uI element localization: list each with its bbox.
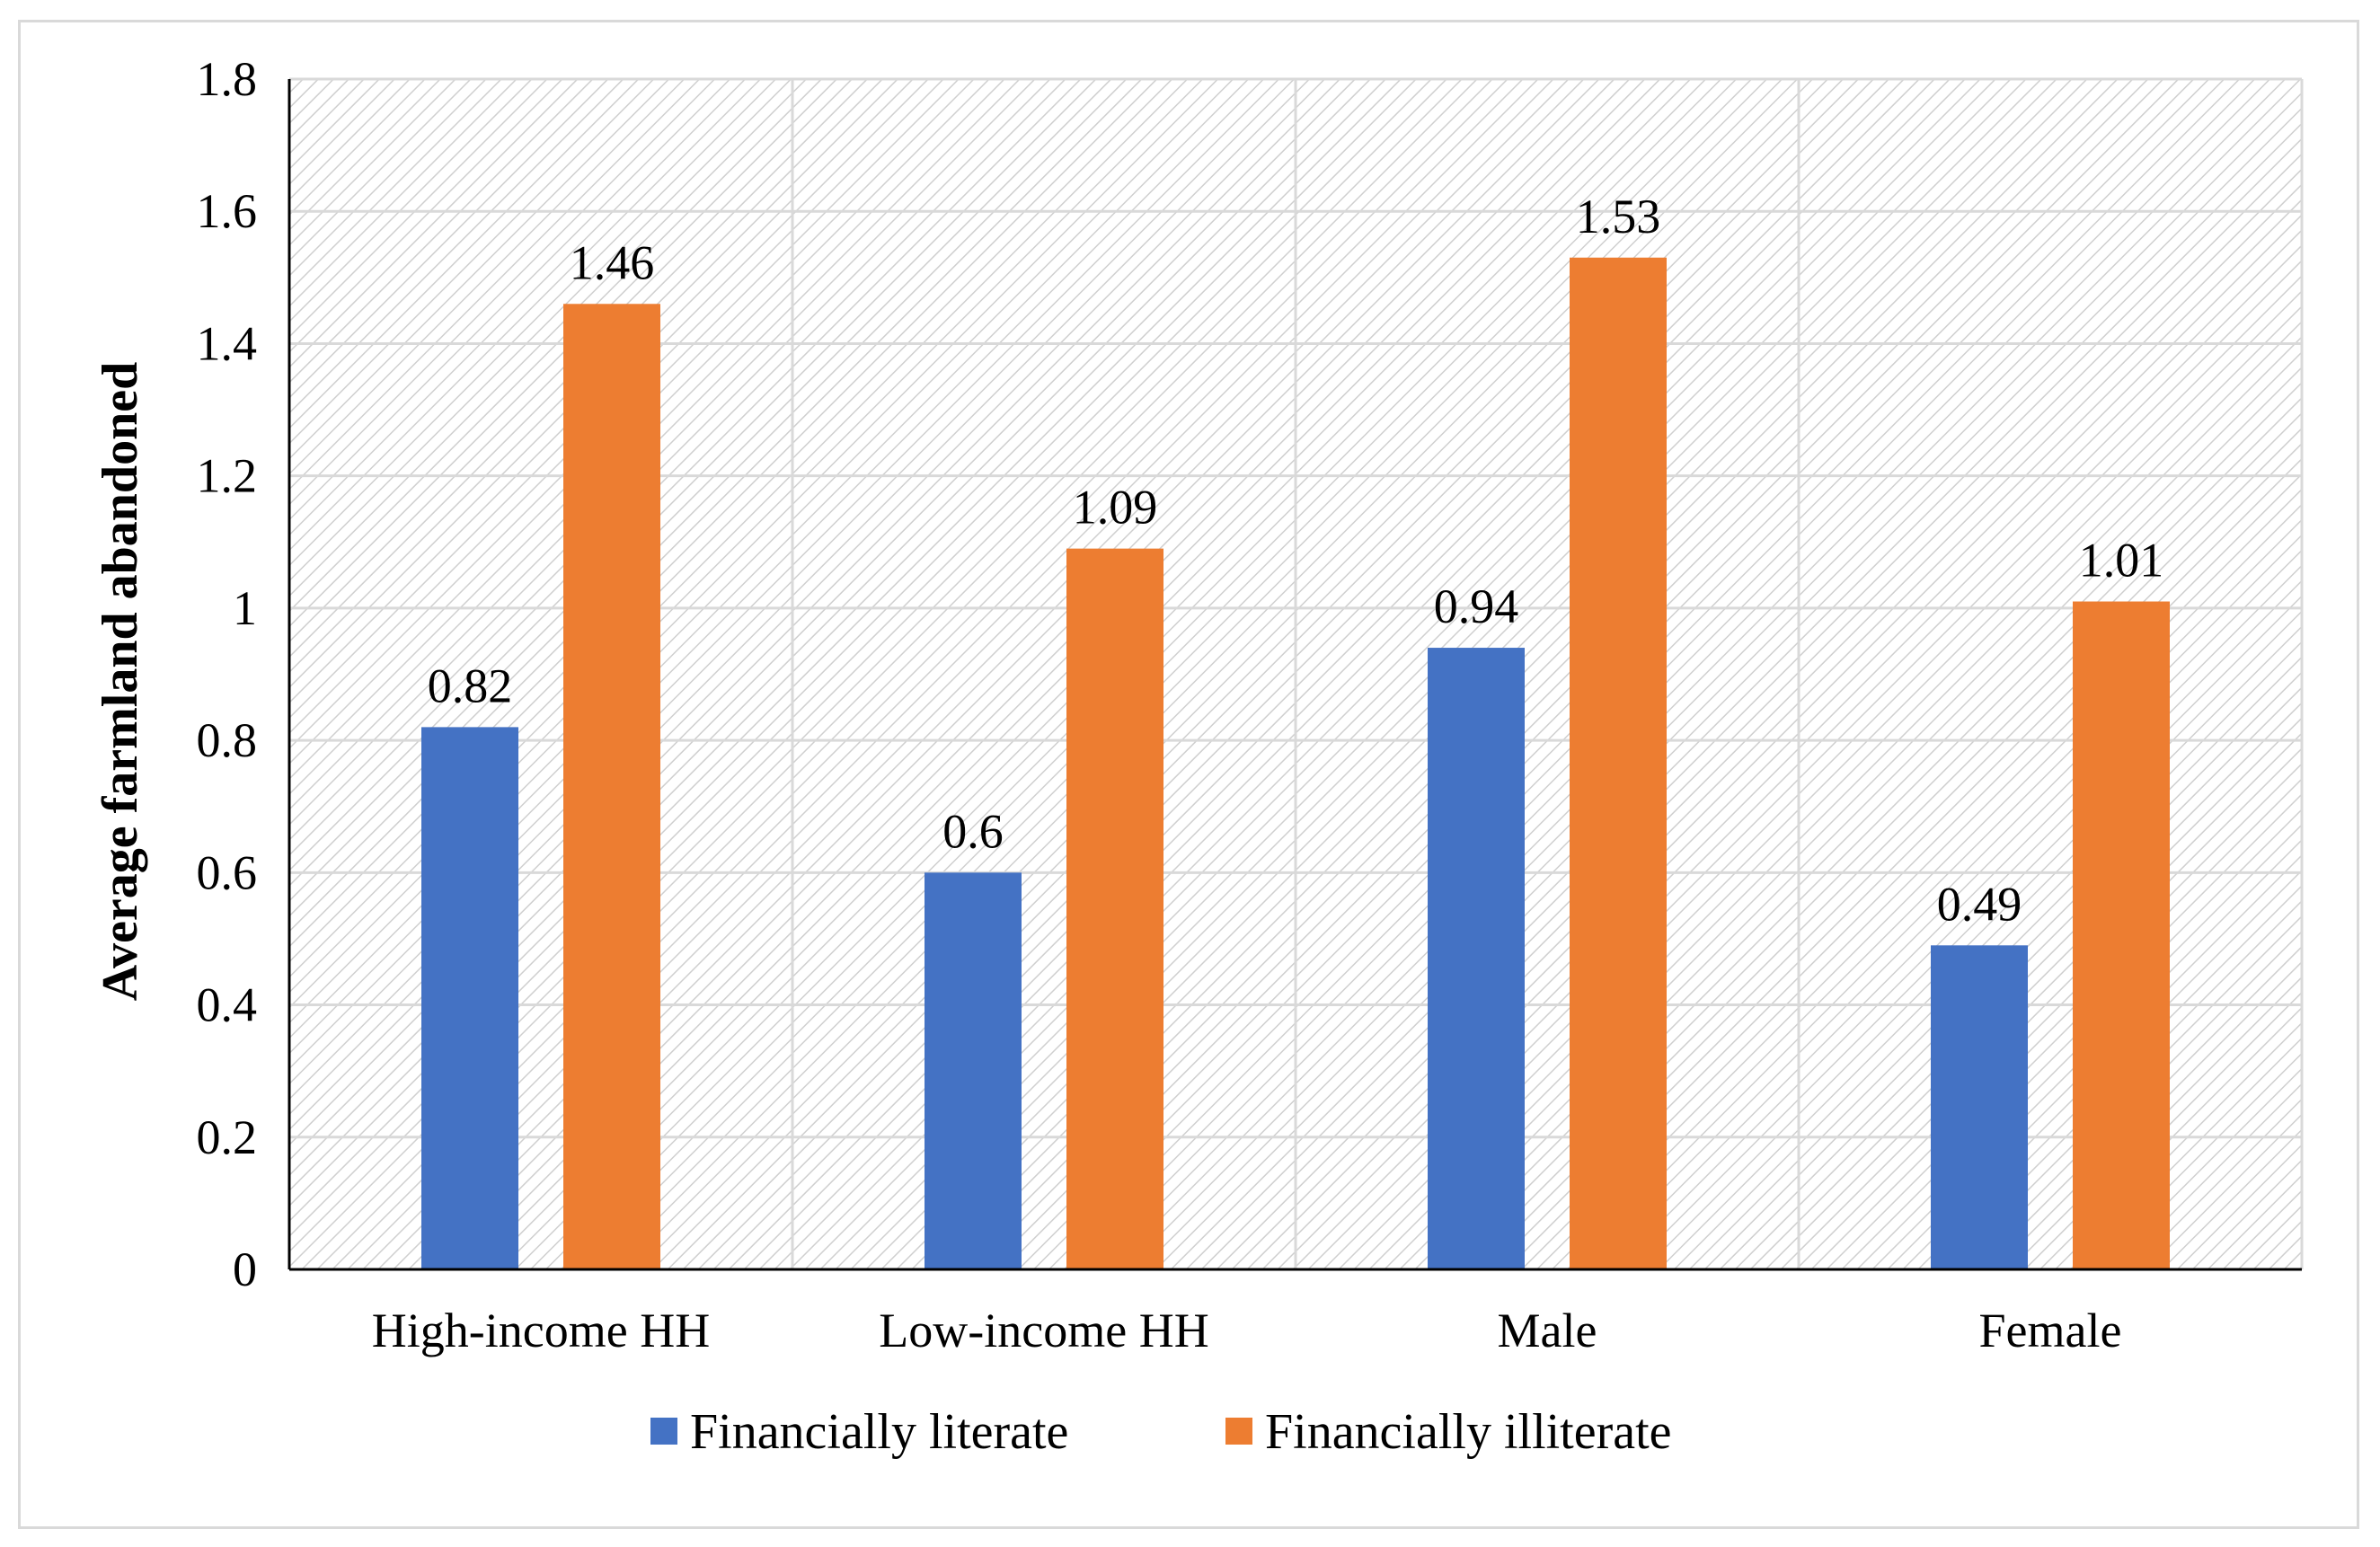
bar-financially-illiterate-male [1570,257,1667,1269]
x-tick-label: High-income HH [372,1304,710,1357]
x-tick-label: Male [1498,1304,1597,1357]
y-tick-label: 0.4 [197,978,258,1032]
legend: Financially literate Financially illitera… [650,1404,1672,1460]
y-tick-label: 1 [233,581,257,635]
legend-swatch [650,1418,677,1445]
labels: 0 0.2 0.4 0.6 0.8 1 1.2 1.4 1.6 1.8 0.82 1.46 High-i… [93,52,2163,1357]
data-label: 1.09 [1073,481,1158,535]
bar-financially-illiterate-low-income-hh [1066,548,1163,1269]
y-tick-label: 1.8 [197,52,258,106]
bar-financially-illiterate-female [2073,601,2170,1269]
data-label: 0.94 [1434,579,1519,633]
axes [288,79,2302,1271]
data-label: 1.53 [1576,190,1661,243]
bar-financially-literate-high-income-hh [421,727,518,1269]
bar-financially-literate-female [1931,945,2028,1269]
y-tick-label: 0 [233,1242,257,1296]
legend-label: Financially literate [690,1404,1068,1460]
data-label: 1.46 [570,235,655,289]
y-tick-label: 1.6 [197,184,258,238]
y-axis-title: Average farmland abandoned [93,362,148,1001]
bars [421,257,2170,1269]
x-tick-label: Female [1979,1304,2122,1357]
y-tick-label: 0.8 [197,713,258,767]
x-tick-label: Low-income HH [879,1304,1208,1357]
legend-swatch [1225,1418,1252,1445]
y-tick-label: 1.4 [197,316,258,370]
y-tick-label: 1.2 [197,449,258,503]
data-label: 0.6 [942,804,1004,858]
bar-financially-literate-low-income-hh [925,872,1022,1269]
data-label: 0.49 [1937,877,2022,931]
legend-label: Financially illiterate [1265,1404,1672,1460]
y-tick-label: 0.2 [197,1110,258,1164]
data-label: 1.01 [2079,534,2164,588]
data-label: 0.82 [428,659,513,712]
bar-financially-illiterate-high-income-hh [563,304,660,1269]
y-tick-label: 0.6 [197,845,258,899]
bar-financially-literate-male [1428,648,1525,1269]
